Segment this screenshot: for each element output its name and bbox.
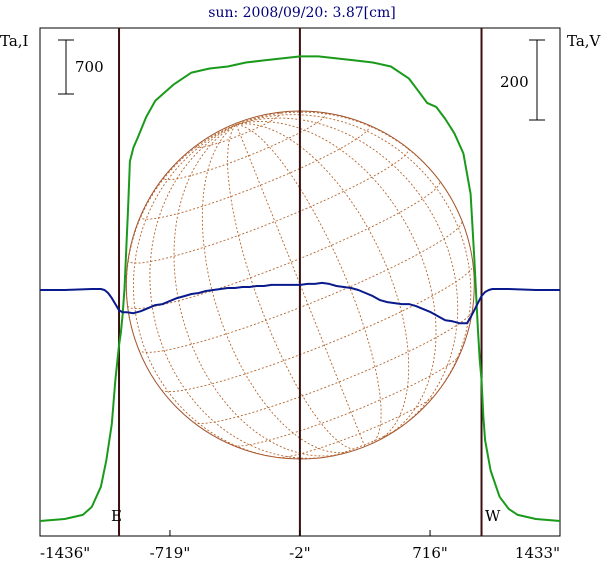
chart-title: sun: 2008/09/20: 3.87[cm] — [208, 5, 395, 21]
left-axis-label: Ta,I — [0, 32, 29, 50]
latitude-line — [163, 112, 327, 181]
longitude-line — [126, 124, 237, 350]
west-limb-label: W — [485, 507, 501, 525]
x-tick-label: -2" — [289, 544, 311, 562]
longitude-line — [236, 117, 459, 429]
right-scale-bar-label: 200 — [500, 73, 529, 91]
longitude-line — [132, 124, 288, 459]
x-tick-label: -719" — [150, 544, 191, 562]
longitude-line — [173, 124, 341, 457]
x-tick-label: 1433" — [515, 544, 560, 562]
limb-and-center-lines — [118, 28, 483, 536]
latitude-line — [140, 124, 370, 220]
x-tick-label: -1436" — [40, 544, 90, 562]
latitude-line — [193, 311, 473, 424]
x-tick-label: 716" — [412, 544, 448, 562]
longitude-line — [235, 124, 366, 447]
right-axis-label: Ta,V — [567, 32, 602, 50]
longitude-line — [236, 124, 382, 445]
longitude-line — [149, 124, 327, 459]
longitude-line — [201, 124, 353, 454]
longitude-line — [236, 123, 410, 442]
left-scale-bar — [58, 39, 74, 95]
left-scale-bar-label: 700 — [75, 58, 104, 76]
latitude-line — [161, 265, 474, 393]
longitude-line — [236, 111, 463, 221]
east-limb-label: E — [111, 507, 122, 525]
x-axis: -1436" -719" -2" 716" 1433" — [39, 530, 561, 562]
data-series — [39, 55, 561, 522]
longitude-line — [227, 124, 359, 450]
longitude-line — [236, 114, 472, 403]
longitude-line — [236, 120, 437, 436]
polarization-series-line — [40, 281, 560, 325]
intensity-series-line — [39, 55, 561, 522]
latitude-line — [127, 147, 409, 264]
right-scale-bar — [529, 39, 545, 121]
